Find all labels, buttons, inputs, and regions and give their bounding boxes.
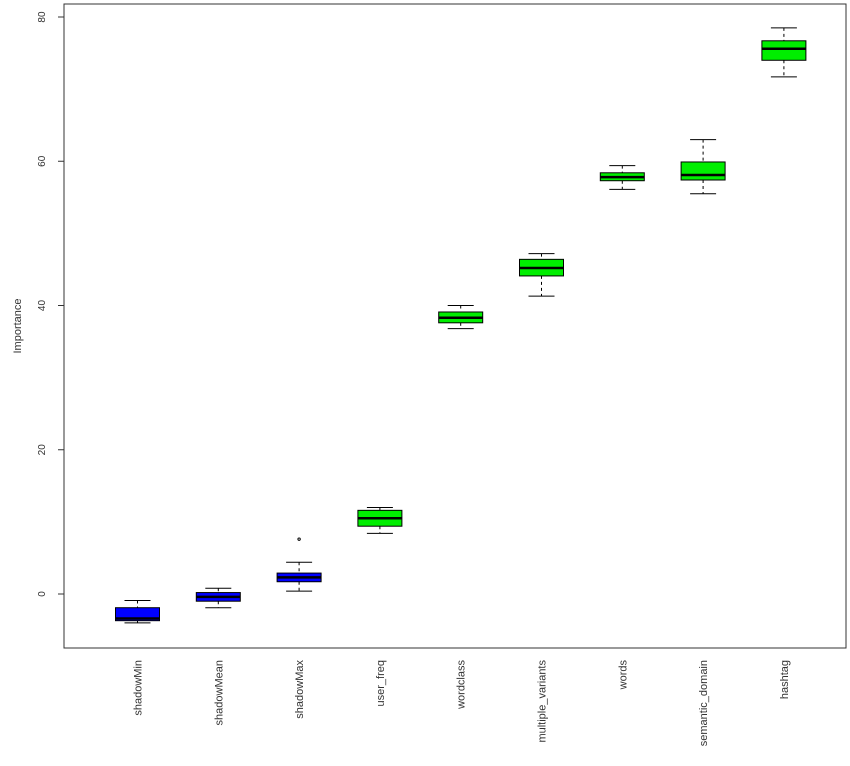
plot-frame xyxy=(63,3,847,649)
x-tick-label: multiple_variants xyxy=(537,660,549,743)
x-tick-label: words xyxy=(617,660,629,691)
y-tick-label: 60 xyxy=(37,155,48,167)
y-axis-title: Importance xyxy=(12,298,24,353)
x-tick-label: shadowMax xyxy=(294,660,306,719)
y-tick-label: 0 xyxy=(37,591,48,597)
x-tick-label: user_freq xyxy=(375,660,387,706)
y-tick-label: 80 xyxy=(37,11,48,23)
box-hashtag xyxy=(761,27,807,78)
box-shadowMax xyxy=(276,537,322,592)
outlier-point xyxy=(297,537,301,541)
box-semantic_domain xyxy=(680,139,726,195)
y-tick-label: 40 xyxy=(37,300,48,312)
x-tick-label: shadowMean xyxy=(213,660,225,725)
y-tick-label: 20 xyxy=(37,444,48,456)
box-user_freq xyxy=(357,506,403,534)
box-shadowMean xyxy=(195,587,241,609)
x-tick-label: semantic_domain xyxy=(698,660,710,746)
box-shadowMin xyxy=(115,599,160,624)
x-axis-labels: shadowMin shadowMean shadowMax user_freq wor… xyxy=(133,660,791,747)
x-tick-label: shadowMin xyxy=(133,660,145,716)
boxes-layer xyxy=(115,27,807,624)
x-tick-label: wordclass xyxy=(456,660,468,710)
box-words xyxy=(599,165,645,190)
box-multiple_variants xyxy=(519,253,564,297)
x-tick-label: hashtag xyxy=(779,660,791,699)
box-body xyxy=(680,161,726,181)
box-body xyxy=(761,40,807,61)
y-axis: 0 20 40 60 80 xyxy=(37,11,65,597)
box-wordclass xyxy=(438,305,484,330)
